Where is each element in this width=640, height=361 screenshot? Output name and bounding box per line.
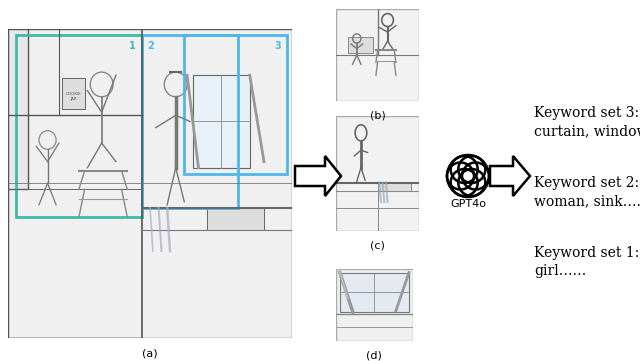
- Text: Keyword set 3:: Keyword set 3:: [534, 106, 639, 120]
- Text: (a): (a): [142, 348, 158, 358]
- Bar: [340, 273, 409, 312]
- Text: woman, sink……: woman, sink……: [534, 194, 640, 208]
- Bar: [207, 208, 264, 230]
- Bar: [349, 37, 374, 53]
- Text: curtain, window……: curtain, window……: [534, 124, 640, 138]
- Bar: [184, 35, 287, 174]
- Text: (c): (c): [370, 240, 385, 250]
- Bar: [16, 35, 141, 217]
- Text: (d): (d): [367, 350, 382, 360]
- Text: 3: 3: [275, 41, 281, 51]
- Text: 1: 1: [129, 41, 136, 51]
- Text: Keyword set 2:: Keyword set 2:: [534, 176, 639, 190]
- Bar: [378, 183, 411, 191]
- Text: GPT4o: GPT4o: [450, 199, 486, 209]
- Bar: [8, 29, 28, 190]
- Bar: [193, 75, 250, 168]
- Polygon shape: [490, 156, 530, 196]
- Bar: [62, 78, 84, 109]
- Polygon shape: [295, 156, 341, 196]
- Text: girl……: girl……: [534, 264, 586, 278]
- Text: 2: 2: [147, 41, 154, 51]
- Bar: [141, 35, 238, 208]
- Text: (b): (b): [370, 110, 385, 120]
- Text: COOKIE
JAR: COOKIE JAR: [65, 92, 81, 101]
- Text: Keyword set 1: boy,: Keyword set 1: boy,: [534, 246, 640, 260]
